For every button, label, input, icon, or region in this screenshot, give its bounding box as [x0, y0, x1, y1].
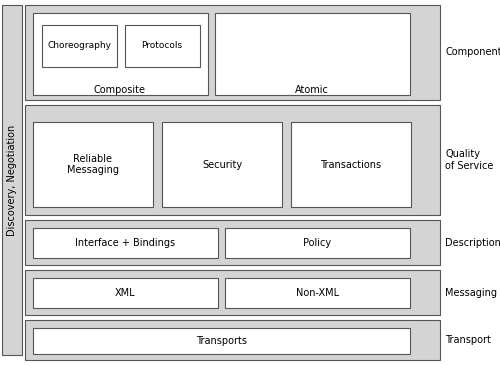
Text: Reliable
Messaging: Reliable Messaging: [67, 154, 119, 175]
Text: Transports: Transports: [196, 336, 247, 346]
Text: Security: Security: [202, 160, 242, 169]
Bar: [25, 105, 440, 215]
Text: Atomic: Atomic: [295, 85, 329, 95]
Bar: [33, 228, 218, 258]
Bar: [125, 25, 200, 67]
Bar: [225, 278, 410, 308]
Bar: [33, 328, 410, 354]
Bar: [225, 228, 410, 258]
Bar: [215, 13, 410, 95]
Bar: [25, 320, 440, 360]
Text: Components: Components: [445, 47, 500, 57]
Text: Composite: Composite: [94, 85, 146, 95]
Text: Non-XML: Non-XML: [296, 288, 339, 298]
Text: Transport: Transport: [445, 335, 491, 345]
Bar: [33, 13, 208, 95]
Bar: [25, 270, 440, 315]
Text: Description: Description: [445, 238, 500, 248]
Bar: [25, 5, 440, 100]
Text: Quality
of Service: Quality of Service: [445, 149, 494, 171]
Bar: [291, 122, 411, 207]
Text: Policy: Policy: [304, 238, 332, 248]
Bar: [33, 278, 218, 308]
Text: Discovery, Negotiation: Discovery, Negotiation: [7, 124, 17, 236]
Text: Protocols: Protocols: [142, 42, 182, 50]
Text: Choreography: Choreography: [47, 42, 111, 50]
Text: Messaging: Messaging: [445, 288, 497, 298]
Text: Transactions: Transactions: [320, 160, 382, 169]
Text: Interface + Bindings: Interface + Bindings: [76, 238, 176, 248]
Bar: [25, 220, 440, 265]
Bar: [2, 5, 22, 355]
Text: XML: XML: [115, 288, 136, 298]
Bar: [162, 122, 282, 207]
Bar: [33, 122, 153, 207]
Bar: [42, 25, 117, 67]
